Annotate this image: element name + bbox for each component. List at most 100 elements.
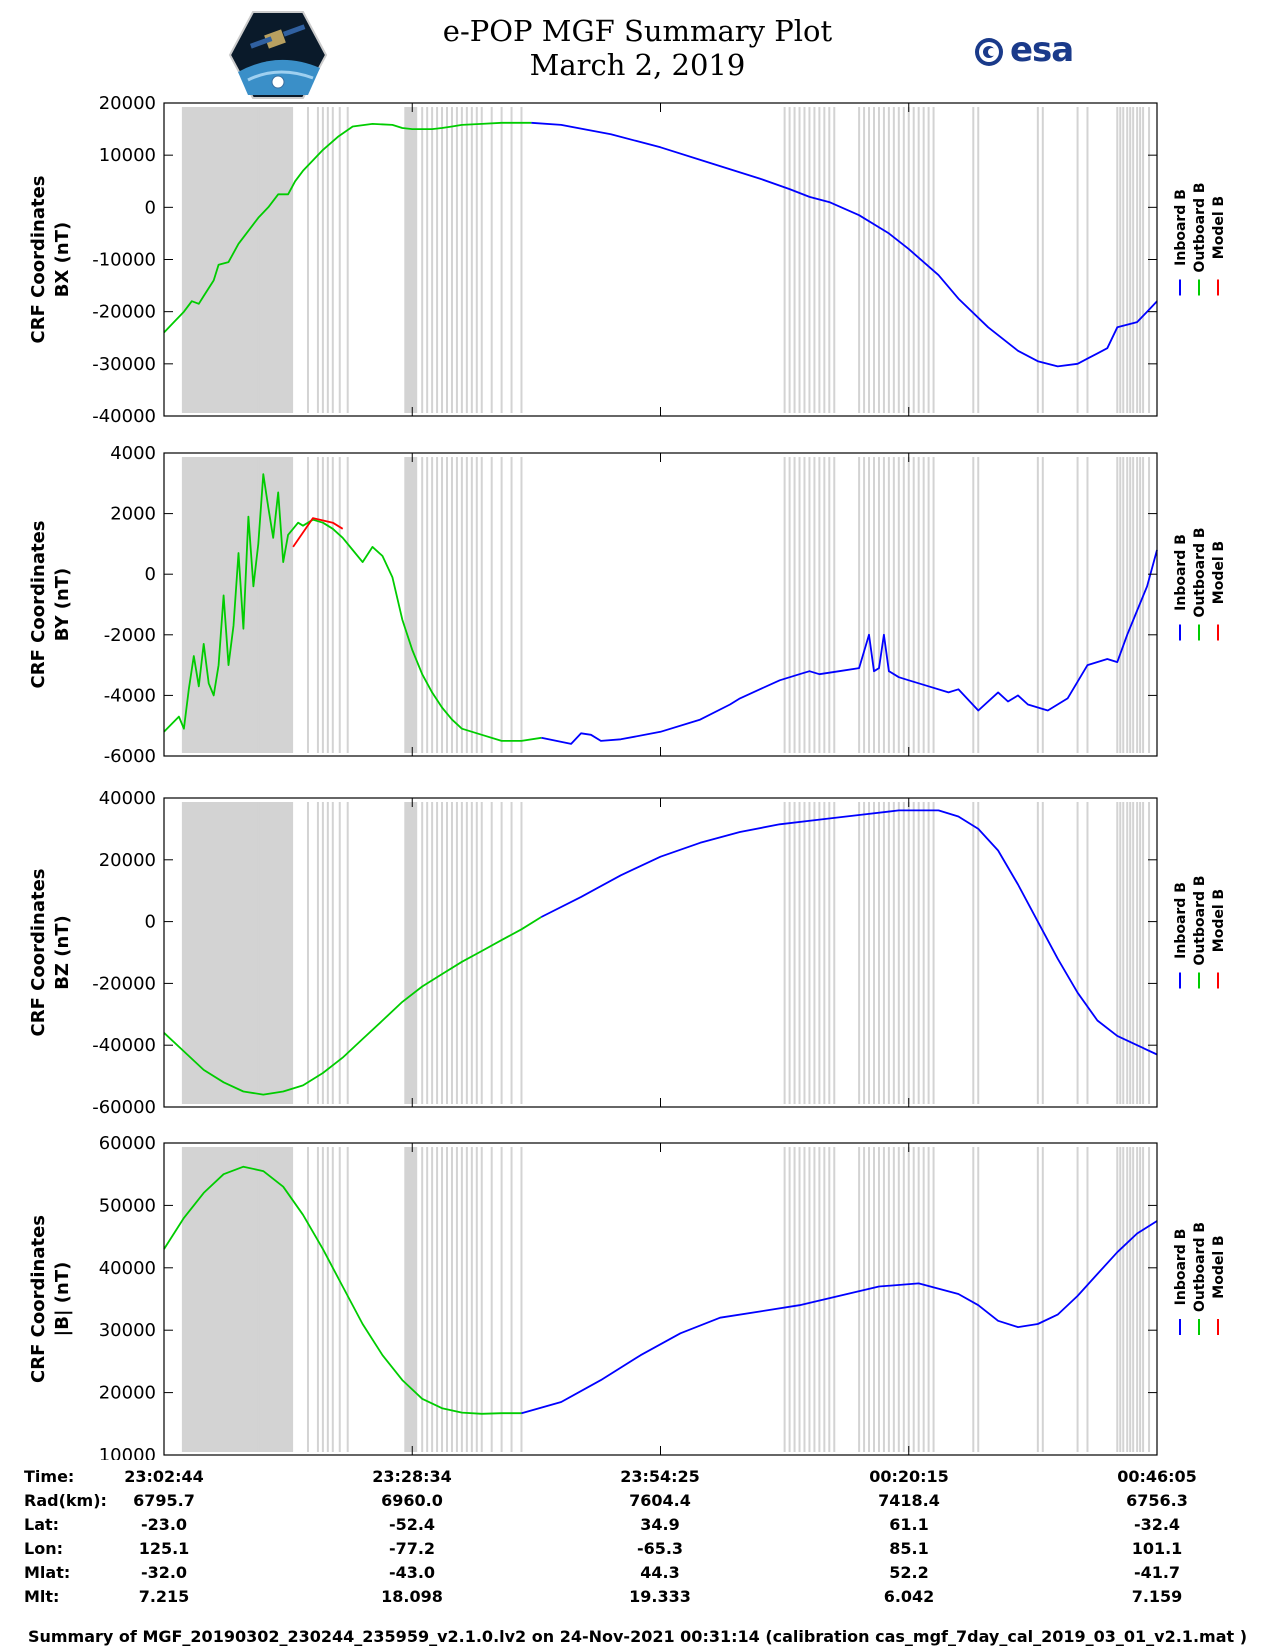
legend-label: Model B xyxy=(1211,196,1227,259)
y-tick-label: -20000 xyxy=(92,973,156,994)
info-cell: -43.0 xyxy=(388,1563,436,1582)
y-tick-label: -2000 xyxy=(104,625,156,646)
y-tick-label: 10000 xyxy=(99,1445,156,1460)
info-row-label: Lon: xyxy=(24,1539,63,1558)
esa-logo-icon xyxy=(975,38,1003,66)
info-cell: 00:46:05 xyxy=(1117,1467,1197,1486)
y-tick-label: 10000 xyxy=(99,145,156,166)
info-cell: 125.1 xyxy=(138,1539,190,1558)
title-line-2: March 2, 2019 xyxy=(529,48,746,82)
y-tick-label: 2000 xyxy=(110,504,156,525)
time-info-table: Time: 23:02:44 23:28:34 23:54:25 00:20:15 00:… xyxy=(0,1467,1275,1627)
y-tick-label: 40000 xyxy=(99,1258,156,1279)
legend-label: Model B xyxy=(1211,889,1227,952)
y-axis-label: CRF Coordinates BZ (nT) xyxy=(28,869,73,1037)
y-axis-label-line: BY (nT) xyxy=(52,568,73,642)
info-cell: -65.3 xyxy=(636,1539,684,1558)
y-axis-label-line: BZ (nT) xyxy=(52,915,73,990)
y-axis-label-line: BX (nT) xyxy=(52,222,73,297)
gap-region xyxy=(404,1147,418,1452)
legend-label: Outboard B xyxy=(1192,182,1208,272)
series-inboard-b xyxy=(521,1220,1158,1415)
series-outboard-b xyxy=(163,916,542,1096)
y-tick-label: 0 xyxy=(145,564,156,585)
y-tick-label: -60000 xyxy=(92,1097,156,1118)
legend-label: Model B xyxy=(1211,541,1227,604)
y-tick-label: 20000 xyxy=(99,1383,156,1404)
info-cell: 34.9 xyxy=(640,1515,680,1534)
plot-frame xyxy=(163,102,1158,417)
y-tick-label: 40000 xyxy=(99,788,156,809)
plot-frame xyxy=(163,797,1158,1108)
y-tick-label: 20000 xyxy=(99,850,156,871)
y-axis-label-line: |B| (nT) xyxy=(52,1262,73,1337)
info-row-label: Lat: xyxy=(24,1515,60,1534)
info-cell: 7604.4 xyxy=(629,1491,691,1510)
panel-3: 40000 20000 0 -20000 -40000 -60000 CRF Coordin… xyxy=(28,788,1227,1118)
info-cell: -32.0 xyxy=(140,1563,188,1582)
legend-label: Inboard B xyxy=(1173,882,1189,959)
series-outboard-b xyxy=(163,1165,522,1415)
panel-1: 20000 10000 0 -10000 -20000 -30000 -40000 CRF C… xyxy=(28,93,1227,427)
y-axis-label-line: CRF Coordinates xyxy=(28,869,49,1037)
plot-frame xyxy=(163,452,1158,757)
y-tick-label: -40000 xyxy=(92,1035,156,1056)
legend-label: Outboard B xyxy=(1192,1222,1208,1312)
info-cell: 23:28:34 xyxy=(372,1467,452,1486)
info-row-label: Mlat: xyxy=(24,1563,71,1582)
legend-label: Model B xyxy=(1211,1235,1227,1298)
gap-region xyxy=(404,802,418,1104)
panel-4: 60000 50000 40000 30000 20000 10000 CRF Coordi… xyxy=(28,1133,1227,1460)
info-cell: 7.215 xyxy=(138,1587,190,1606)
y-tick-label: 60000 xyxy=(99,1133,156,1154)
footer-caption: Summary of MGF_20190302_230244_235959_v2… xyxy=(27,1627,1248,1646)
legend-label: Inboard B xyxy=(1173,1229,1189,1306)
info-cell: -32.4 xyxy=(1133,1515,1181,1534)
info-cell: 6795.7 xyxy=(133,1491,195,1510)
y-tick-label: -10000 xyxy=(92,250,156,271)
y-axis-label: CRF Coordinates BY (nT) xyxy=(28,521,73,689)
mission-logo xyxy=(228,11,328,99)
info-cell: 23:02:44 xyxy=(124,1467,204,1486)
info-cell: 52.2 xyxy=(889,1563,929,1582)
gap-region xyxy=(181,1147,294,1452)
info-cell: -52.4 xyxy=(388,1515,436,1534)
y-tick-label: 30000 xyxy=(99,1320,156,1341)
info-cell: 101.1 xyxy=(1131,1539,1183,1558)
info-row-label: Rad(km): xyxy=(24,1491,107,1510)
series-inboard-b xyxy=(541,549,1158,745)
info-cell: -23.0 xyxy=(140,1515,188,1534)
legend-label: Inboard B xyxy=(1173,534,1189,611)
y-tick-label: -30000 xyxy=(92,354,156,375)
y-tick-label: -40000 xyxy=(92,406,156,427)
title-line-1: e-POP MGF Summary Plot xyxy=(442,14,833,48)
gap-region xyxy=(404,107,418,413)
y-axis-label: CRF Coordinates BX (nT) xyxy=(28,176,73,344)
gap-region xyxy=(181,107,294,413)
series-inboard-b xyxy=(540,809,1158,1056)
legend-label: Inboard B xyxy=(1173,189,1189,266)
series-outboard-b xyxy=(163,473,542,742)
y-tick-label: -6000 xyxy=(104,746,156,767)
y-tick-label: 50000 xyxy=(99,1195,156,1216)
info-cell: -77.2 xyxy=(388,1539,436,1558)
gap-region xyxy=(181,802,294,1104)
info-row-label: Mlt: xyxy=(24,1587,60,1606)
y-tick-label: -4000 xyxy=(104,685,156,706)
y-tick-label: 4000 xyxy=(110,443,156,464)
y-axis-label-line: CRF Coordinates xyxy=(28,1215,49,1383)
y-tick-label: 0 xyxy=(145,912,156,933)
legend-label: Outboard B xyxy=(1192,875,1208,965)
page-title: e-POP MGF Summary Plot March 2, 2019 xyxy=(0,14,1275,82)
info-cell: 61.1 xyxy=(889,1515,929,1534)
legend-label: Outboard B xyxy=(1192,527,1208,617)
y-axis-label: CRF Coordinates |B| (nT) xyxy=(28,1215,73,1383)
info-row-label: Time: xyxy=(24,1467,75,1486)
info-cell: 44.3 xyxy=(640,1563,680,1582)
plot-frame xyxy=(163,1142,1158,1456)
info-cell: 7418.4 xyxy=(878,1491,940,1510)
info-cell: 85.1 xyxy=(889,1539,929,1558)
info-cell: 6756.3 xyxy=(1126,1491,1188,1510)
info-cell: -41.7 xyxy=(1133,1563,1181,1582)
